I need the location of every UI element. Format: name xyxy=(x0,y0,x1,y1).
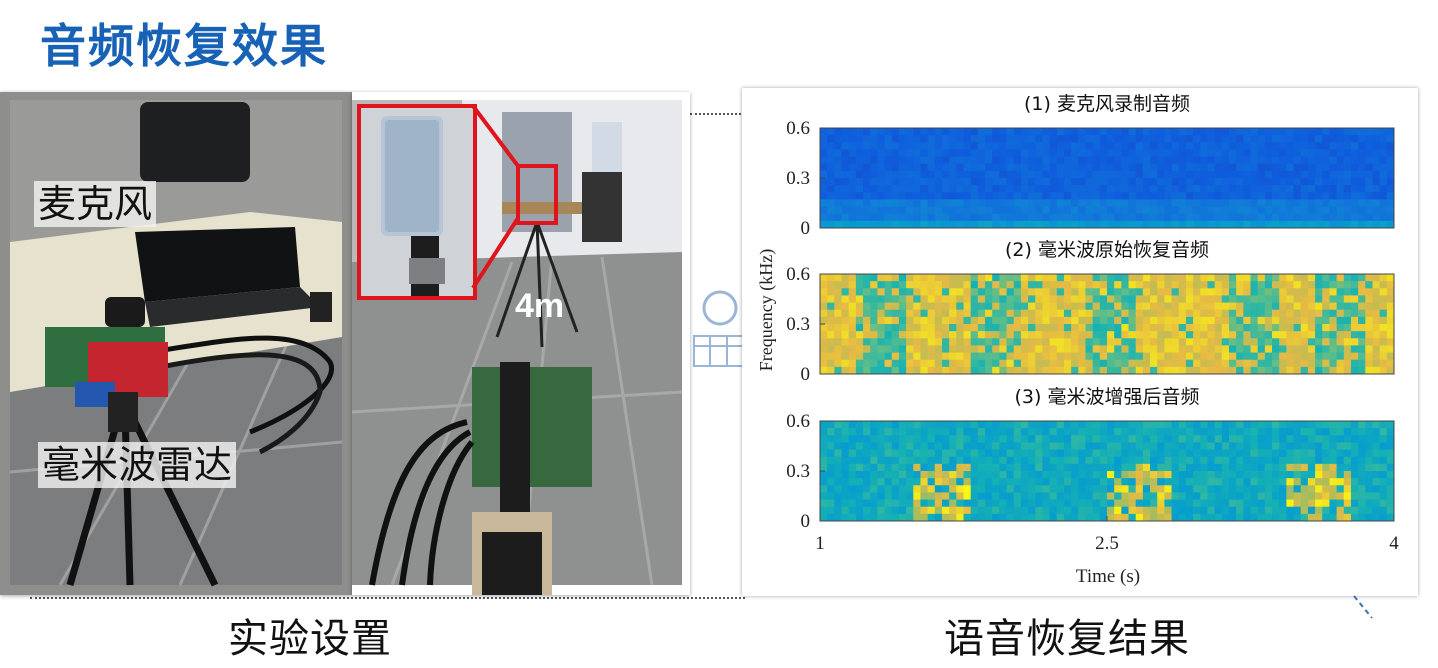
spectrogram-chart: Frequency (kHz) Time (s) (1) 麦克风录制音频 0 0.3… xyxy=(756,93,1399,587)
y-axis-label: Frequency (kHz) xyxy=(756,249,777,371)
left-caption: 实验设置 xyxy=(228,616,392,662)
spectrogram-panel-2: (2) 毫米波原始恢复音频 0 0.3 0.6 xyxy=(786,239,1395,385)
spectrogram-title-1: (1) 麦克风录制音频 xyxy=(1024,93,1190,115)
page-title: 音频恢复效果 xyxy=(40,19,328,73)
spectrogram-panel: Frequency (kHz) Time (s) (1) 麦克风录制音频 0 0.3… xyxy=(742,88,1418,596)
y-tick-label: 0.3 xyxy=(786,461,810,482)
x-tick-label: 4 xyxy=(1389,533,1399,554)
phone-inset-image xyxy=(361,108,473,296)
x-axis-label: Time (s) xyxy=(1076,566,1140,587)
right-caption: 语音恢复结果 xyxy=(944,616,1190,662)
phone-inset xyxy=(357,104,477,300)
y-tick-label: 0.6 xyxy=(786,264,810,285)
top-dotted-line xyxy=(690,113,745,115)
spectrogram-title-2: (2) 毫米波原始恢复音频 xyxy=(1005,239,1209,261)
x-tick-label: 2.5 xyxy=(1095,533,1119,554)
bottom-dotted-line xyxy=(30,597,745,599)
y-tick-label: 0.3 xyxy=(786,314,810,335)
spectrogram-cells-2 xyxy=(820,274,1395,375)
distance-label: 4m xyxy=(515,287,565,325)
mic-label: 麦克风 xyxy=(34,181,157,227)
x-tick-label: 1 xyxy=(815,533,825,554)
spectrogram-title-3: (3) 毫米波增强后音频 xyxy=(1015,386,1200,408)
setup-photo-panel: 麦克风 毫米波雷达 xyxy=(0,92,352,595)
spectrogram-panel-3: (3) 毫米波增强后音频 0 0.3 0.6 1 2.5 4 xyxy=(786,386,1399,554)
background-calendar-icon xyxy=(693,290,745,367)
phone-highlight-box xyxy=(516,164,558,225)
corner-dash-decoration xyxy=(1353,595,1373,619)
y-tick-label: 0.6 xyxy=(786,411,810,432)
y-tick-label: 0.3 xyxy=(786,168,810,189)
radar-label: 毫米波雷达 xyxy=(38,442,237,488)
setup-photo xyxy=(0,92,352,595)
distance-photo-panel: 4m xyxy=(352,92,690,595)
spectrogram-panel-1: (1) 麦克风录制音频 0 0.3 0.6 xyxy=(786,93,1395,239)
y-tick-label: 0.6 xyxy=(786,118,810,139)
y-tick-label: 0 xyxy=(801,511,811,532)
y-tick-label: 0 xyxy=(801,364,811,385)
spectrogram-cells-1 xyxy=(820,128,1395,229)
y-tick-label: 0 xyxy=(801,218,811,239)
spectrogram-cells-3 xyxy=(820,421,1395,522)
